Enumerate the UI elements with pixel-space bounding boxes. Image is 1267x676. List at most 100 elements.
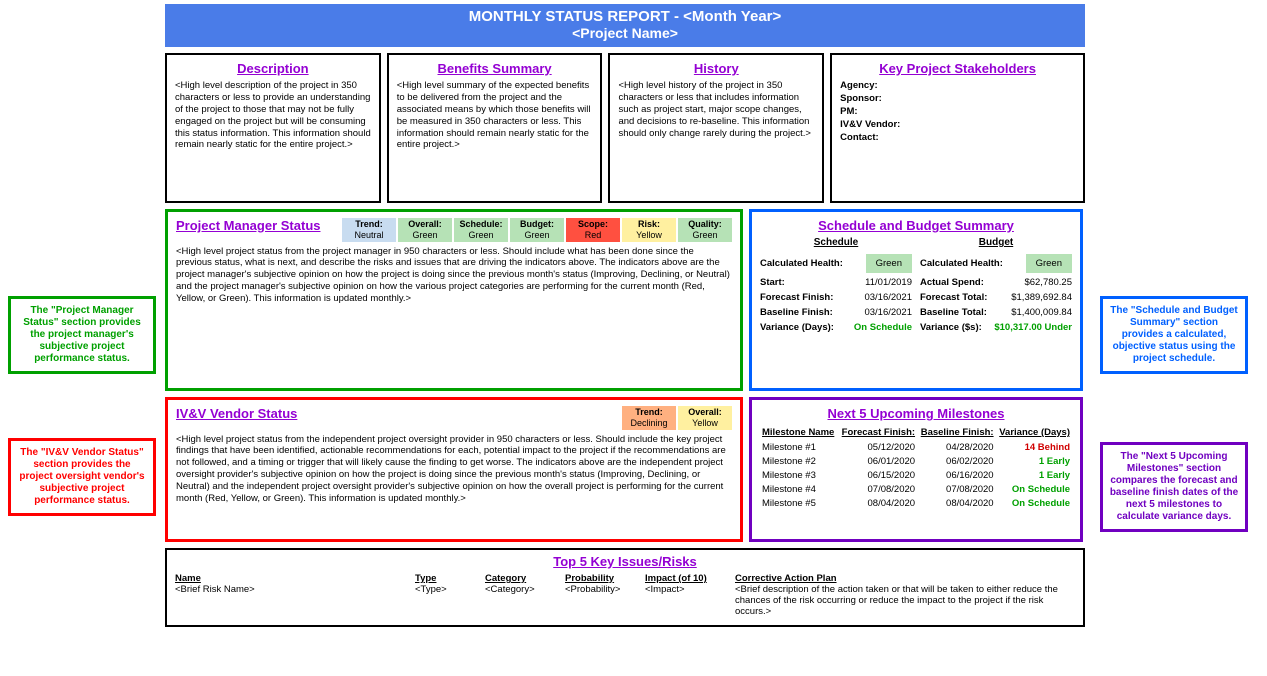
issues-header-prob: Probability xyxy=(565,573,645,584)
milestones-title: Next 5 Upcoming Milestones xyxy=(760,406,1072,421)
stakeholder-row: PM: xyxy=(840,106,1075,117)
callout-ivv-status: The "IV&V Vendor Status" section provide… xyxy=(8,438,156,516)
stakeholder-label: Sponsor: xyxy=(840,93,920,104)
banner-title-line1: MONTHLY STATUS REPORT - <Month Year> xyxy=(165,8,1085,25)
pm-status-title: Project Manager Status xyxy=(176,218,338,233)
description-box: Description <High level description of t… xyxy=(165,53,381,203)
badge-value: Green xyxy=(468,230,493,240)
issues-row: <Brief Risk Name> <Type> <Category> <Pro… xyxy=(175,584,1075,617)
issues-title: Top 5 Key Issues/Risks xyxy=(175,554,1075,569)
report-banner: MONTHLY STATUS REPORT - <Month Year> <Pr… xyxy=(165,4,1085,47)
ivv-status-text: <High level project status from the inde… xyxy=(176,434,732,505)
stakeholder-label: Agency: xyxy=(840,80,920,91)
milestones-table: Milestone Name Forecast Finish: Baseline… xyxy=(760,425,1072,510)
badge-value: Green xyxy=(524,230,549,240)
badge-label: Overall: xyxy=(680,407,730,418)
stakeholder-row: Agency: xyxy=(840,80,1075,91)
stakeholders-box: Key Project Stakeholders Agency:Sponsor:… xyxy=(830,53,1085,203)
summary-value: $62,780.25 xyxy=(1024,277,1072,288)
milestone-baseline: 07/08/2020 xyxy=(917,482,996,496)
benefits-text: <High level summary of the expected bene… xyxy=(397,80,593,151)
pm-status-header: Project Manager Status Trend:NeutralOver… xyxy=(176,218,732,242)
milestone-baseline: 06/16/2020 xyxy=(917,468,996,482)
description-text: <High level description of the project i… xyxy=(175,80,371,151)
summary-row: Forecast Finish:03/16/2021 xyxy=(760,292,912,303)
milestone-forecast: 07/08/2020 xyxy=(838,482,917,496)
pm-badges: Trend:NeutralOverall:GreenSchedule:Green… xyxy=(342,218,732,242)
milestone-forecast: 06/15/2020 xyxy=(838,468,917,482)
schedule-budget-box: Schedule and Budget Summary Schedule Cal… xyxy=(749,209,1083,391)
summary-row: Forecast Total:$1,389,692.84 xyxy=(920,292,1072,303)
summary-row: Baseline Total:$1,400,009.84 xyxy=(920,307,1072,318)
milestone-forecast: 06/01/2020 xyxy=(838,454,917,468)
stakeholder-label: Contact: xyxy=(840,132,920,143)
stakeholder-phone xyxy=(1005,119,1075,130)
milestone-baseline: 04/28/2020 xyxy=(917,440,996,454)
status-badge: Quality:Green xyxy=(678,218,732,242)
milestone-row: Milestone #105/12/202004/28/202014 Behin… xyxy=(760,440,1072,454)
milestone-row: Milestone #306/15/202006/16/20201 Early xyxy=(760,468,1072,482)
issue-prob: <Probability> xyxy=(565,584,645,617)
summary-row: Baseline Finish: 03/16/2021 xyxy=(760,307,912,318)
summary-label: Baseline Total: xyxy=(920,307,987,318)
milestone-header-baseline: Baseline Finish: xyxy=(917,425,996,440)
summary-row: Actual Spend:$62,780.25 xyxy=(920,277,1072,288)
status-badge: Trend:Neutral xyxy=(342,218,396,242)
report-page: MONTHLY STATUS REPORT - <Month Year> <Pr… xyxy=(165,0,1085,627)
mid-row-2: IV&V Vendor Status Trend:DecliningOveral… xyxy=(165,397,1085,542)
badge-label: Quality: xyxy=(680,219,730,230)
milestone-variance: 14 Behind xyxy=(996,440,1072,454)
badge-value: Yellow xyxy=(692,418,718,428)
stakeholder-name xyxy=(920,106,1005,117)
summary-value: 11/01/2019 xyxy=(865,277,912,288)
schedule-budget-grid: Schedule Calculated Health: Green Start: 1… xyxy=(760,237,1072,337)
callout-pm-status: The "Project Manager Status" section pro… xyxy=(8,296,156,374)
schedule-heading: Schedule xyxy=(760,237,912,248)
milestone-variance: On Schedule xyxy=(996,482,1072,496)
pm-status-box: Project Manager Status Trend:NeutralOver… xyxy=(165,209,743,391)
badge-value: Red xyxy=(585,230,602,240)
summary-label: Start: xyxy=(760,277,785,288)
summary-label: Forecast Total: xyxy=(920,292,987,303)
badge-value: Neutral xyxy=(354,230,383,240)
milestone-variance: On Schedule xyxy=(996,496,1072,510)
status-badge: Budget:Green xyxy=(510,218,564,242)
milestone-name: Milestone #5 xyxy=(760,496,838,510)
stakeholder-row: Contact: xyxy=(840,132,1075,143)
summary-value: 03/16/2021 xyxy=(864,307,912,318)
stakeholder-row: IV&V Vendor: xyxy=(840,119,1075,130)
milestone-name: Milestone #4 xyxy=(760,482,838,496)
summary-label: Baseline Finish: xyxy=(760,307,833,318)
stakeholder-phone xyxy=(1005,106,1075,117)
badge-label: Trend: xyxy=(624,407,674,418)
issue-type: <Type> xyxy=(415,584,485,617)
badge-label: Trend: xyxy=(344,219,394,230)
status-badge: Risk:Yellow xyxy=(622,218,676,242)
history-title: History xyxy=(618,61,814,76)
status-badge: Overall:Green xyxy=(398,218,452,242)
stakeholder-phone xyxy=(1005,132,1075,143)
milestone-row: Milestone #206/01/202006/02/20201 Early xyxy=(760,454,1072,468)
issues-header-category: Category xyxy=(485,573,565,584)
badge-label: Risk: xyxy=(624,219,674,230)
benefits-title: Benefits Summary xyxy=(397,61,593,76)
stakeholder-row: Sponsor: xyxy=(840,93,1075,104)
milestone-baseline: 06/02/2020 xyxy=(917,454,996,468)
issues-header-type: Type xyxy=(415,573,485,584)
budget-health-label: Calculated Health: xyxy=(920,258,1003,269)
callout-milestones: The "Next 5 Upcoming Milestones" section… xyxy=(1100,442,1248,532)
status-badge: Overall:Yellow xyxy=(678,406,732,430)
milestone-header-forecast: Forecast Finish: xyxy=(838,425,917,440)
budget-health-value: Green xyxy=(1026,254,1072,273)
badge-value: Declining xyxy=(630,418,667,428)
callout-schedule-budget: The "Schedule and Budget Summary" sectio… xyxy=(1100,296,1248,374)
ivv-badges: Trend:Declining Overall:Yellow xyxy=(622,406,732,430)
budget-variance-label: Variance ($s): xyxy=(920,322,982,333)
schedule-variance-label: Variance (Days): xyxy=(760,322,834,333)
issue-name: <Brief Risk Name> xyxy=(175,584,415,617)
milestone-header-variance: Variance (Days) xyxy=(996,425,1072,440)
status-badge: Schedule:Green xyxy=(454,218,508,242)
banner-title-line2: <Project Name> xyxy=(165,25,1085,41)
history-box: History <High level history of the proje… xyxy=(608,53,824,203)
issue-impact: <Impact> xyxy=(645,584,735,617)
